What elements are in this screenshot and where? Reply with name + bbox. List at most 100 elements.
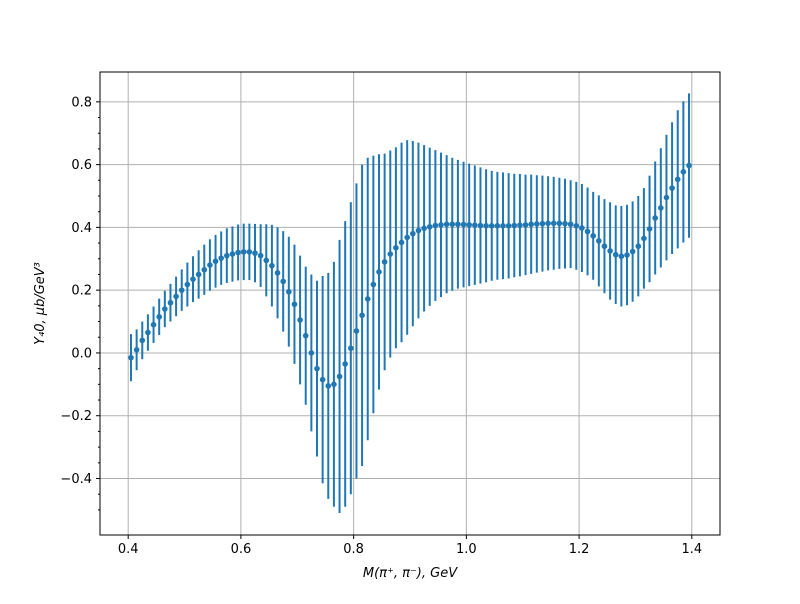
x-tick-label: 1.4 <box>681 542 702 557</box>
data-point <box>517 222 523 228</box>
data-point <box>483 223 489 229</box>
data-point <box>162 306 168 312</box>
data-point <box>314 365 320 372</box>
data-point <box>178 287 185 293</box>
data-point <box>218 255 224 261</box>
data-point <box>488 223 495 229</box>
data-point <box>629 248 636 255</box>
x-tick-label: 1.0 <box>456 542 477 557</box>
data-point <box>680 169 687 175</box>
data-point <box>663 194 670 201</box>
data-point <box>139 337 146 344</box>
data-point <box>201 266 208 273</box>
data-point <box>145 329 151 336</box>
data-point <box>460 221 467 228</box>
data-point <box>596 238 602 244</box>
data-point <box>348 345 354 352</box>
data-point <box>184 281 191 288</box>
data-point <box>674 176 681 183</box>
data-point <box>398 239 405 246</box>
y-tick-label: −0.4 <box>60 472 92 487</box>
data-point <box>545 220 551 227</box>
data-point <box>212 258 219 265</box>
data-point <box>207 262 213 268</box>
y-tick-label: −0.2 <box>60 409 92 424</box>
x-tick-label: 0.8 <box>343 542 364 557</box>
data-point <box>286 288 292 295</box>
data-point <box>477 222 484 229</box>
data-point <box>511 222 518 229</box>
axes-frame <box>99 71 721 536</box>
data-point <box>579 225 585 231</box>
data-point <box>573 223 580 229</box>
data-point <box>652 215 658 221</box>
data-point <box>246 249 253 255</box>
data-point <box>612 251 619 258</box>
data-point <box>669 185 675 191</box>
x-tick-label: 0.6 <box>231 542 252 557</box>
data-point <box>156 314 162 320</box>
data-point <box>494 223 501 229</box>
data-point <box>556 220 563 227</box>
data-point <box>432 222 439 229</box>
data-point <box>607 248 613 254</box>
data-point <box>370 281 377 288</box>
data-point <box>410 230 416 237</box>
data-point <box>686 162 692 169</box>
data-point <box>500 223 506 229</box>
data-point <box>325 383 332 389</box>
data-point <box>455 221 461 228</box>
data-point <box>567 221 574 228</box>
data-point <box>505 223 512 229</box>
data-point <box>150 321 157 328</box>
data-point <box>376 269 382 275</box>
data-point <box>336 373 343 380</box>
data-point <box>646 226 653 232</box>
axis-ticks: 0.4 0.6 0.8 1.0 1.2 1.4 −0.4 −0.2 0.0 0.2 0.4 0.6 0.… <box>60 95 702 557</box>
data-point <box>291 301 298 308</box>
data-point <box>590 233 596 239</box>
data-point <box>534 221 540 227</box>
data-point <box>257 252 264 259</box>
data-point <box>195 271 202 278</box>
data-point <box>128 354 134 361</box>
data-point <box>359 312 365 319</box>
data-point <box>280 278 286 285</box>
data-point <box>522 222 529 228</box>
data-point <box>539 220 546 227</box>
data-point <box>319 376 326 383</box>
data-point <box>190 276 196 282</box>
x-axis-label: M(π⁺, π⁻), GeV <box>363 566 458 581</box>
x-tick-label: 1.2 <box>569 542 590 557</box>
data-point <box>635 243 642 250</box>
data-point <box>658 205 664 211</box>
data-point <box>224 252 230 259</box>
data-point <box>229 251 236 257</box>
data-point <box>624 252 630 258</box>
y-axis-label: Y₄0, μb/GeV³ <box>33 262 48 345</box>
data-point <box>263 257 270 264</box>
y-tick-label: 0.4 <box>71 221 92 236</box>
data-points <box>128 162 692 389</box>
y-tick-label: 0.6 <box>71 158 92 173</box>
data-point <box>297 317 303 323</box>
data-point <box>426 223 433 230</box>
data-point <box>133 347 140 353</box>
data-point <box>308 350 315 356</box>
data-point <box>269 262 275 269</box>
data-point <box>528 221 534 228</box>
data-point <box>449 221 456 228</box>
data-point <box>438 222 444 228</box>
y-tick-label: 0.8 <box>71 95 92 110</box>
data-point <box>393 244 399 251</box>
data-point <box>562 220 568 227</box>
data-point <box>584 228 591 235</box>
data-point <box>641 235 647 242</box>
data-point <box>274 270 281 276</box>
data-point <box>472 222 478 228</box>
data-point <box>404 234 410 241</box>
data-point <box>364 296 371 302</box>
